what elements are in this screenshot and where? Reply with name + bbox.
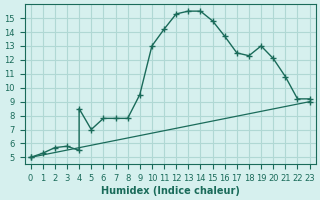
X-axis label: Humidex (Indice chaleur): Humidex (Indice chaleur) [101, 186, 240, 196]
